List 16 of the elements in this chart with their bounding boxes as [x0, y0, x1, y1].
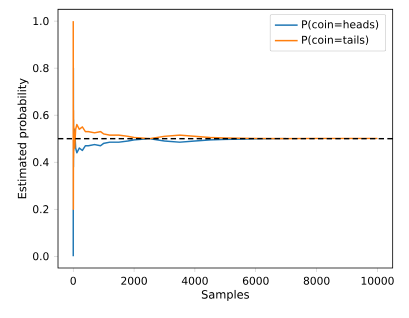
x-tick-label: 0 [70, 276, 76, 285]
x-tick-label: 2000 [121, 276, 147, 285]
y-tick-label: 0.0 [33, 252, 49, 260]
x-axis-title: Samples [202, 290, 249, 301]
y-tick-label: 0.4 [33, 158, 49, 166]
y-tick-label: 1.0 [34, 17, 49, 26]
y-axis-title: Estimated probability [18, 78, 29, 198]
x-tick-label: 6000 [242, 276, 269, 285]
y-tick-label: 0.6 [33, 111, 49, 120]
x-tick-label: 4000 [182, 276, 208, 285]
legend-label: P(coin=heads) [302, 20, 378, 30]
y-tick-label: 0.8 [33, 64, 49, 72]
x-tick-label: 10000 [362, 276, 394, 285]
y-tick-label: 0.2 [33, 205, 48, 214]
legend-label: P(coin=tails) [302, 36, 368, 46]
x-tick-label: 8000 [304, 276, 330, 285]
